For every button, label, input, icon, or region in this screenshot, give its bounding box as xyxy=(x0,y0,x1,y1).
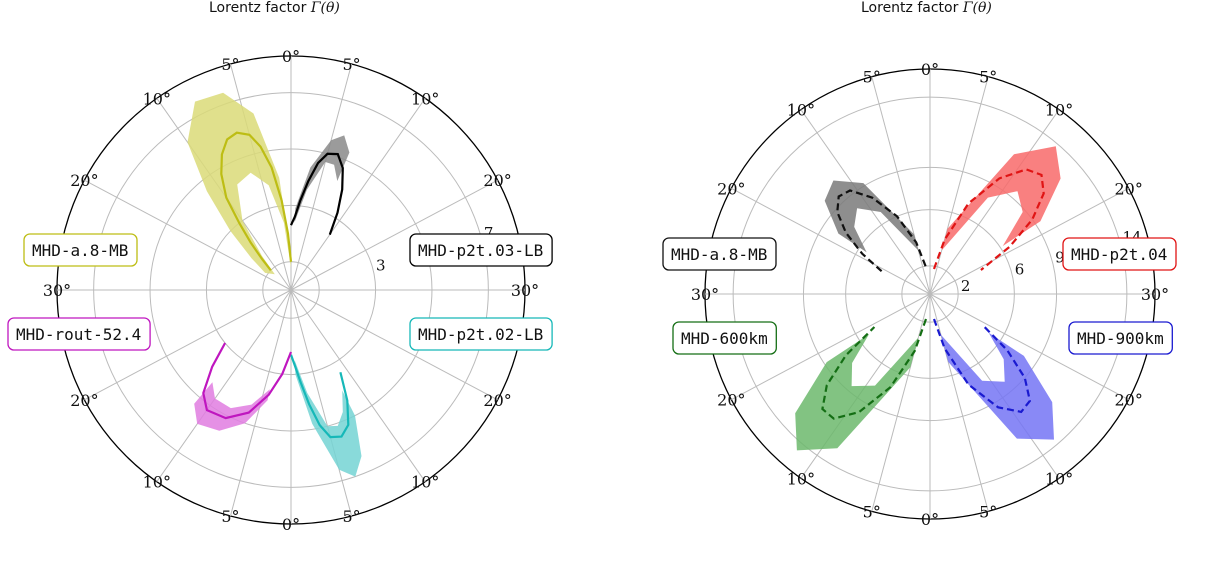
angle-tick-label: 5° xyxy=(342,55,360,74)
angle-tick-label: 5° xyxy=(863,502,881,521)
angular-spoke xyxy=(290,289,353,517)
right-title-text: Lorentz factor xyxy=(861,0,959,16)
angular-spoke xyxy=(290,289,498,401)
right-chart-title: Lorentz factor Γ(θ) xyxy=(861,0,992,16)
angle-tick-label: 30° xyxy=(1141,285,1169,304)
series-band-mhd-900km xyxy=(940,332,1054,440)
angle-tick-label: 20° xyxy=(483,391,511,410)
angle-tick-label: 5° xyxy=(979,68,997,87)
legend-box xyxy=(672,321,777,355)
legend-box xyxy=(409,317,553,351)
angle-tick-label: 20° xyxy=(70,171,98,190)
angular-spoke xyxy=(290,179,498,291)
angle-tick-label: 20° xyxy=(717,391,745,410)
angle-tick-label: 10° xyxy=(787,469,815,488)
angle-tick-label: 5° xyxy=(221,55,239,74)
legend-label: MHD-a.8-MB xyxy=(671,245,767,264)
angle-tick-label: 10° xyxy=(143,89,171,108)
angle-tick-label: 20° xyxy=(717,179,745,198)
series-line-mhd-a-8-mb xyxy=(836,189,927,273)
series-band-mhd-p2t-03-lb xyxy=(294,135,350,223)
angle-tick-label: 10° xyxy=(1045,469,1073,488)
series-line-mhd-p2t-04 xyxy=(932,168,1045,271)
angle-tick-label: 0° xyxy=(921,60,939,79)
angle-tick-label: 10° xyxy=(411,89,439,108)
angle-tick-label: 20° xyxy=(1114,179,1142,198)
angular-spoke xyxy=(84,289,292,401)
angular-spoke xyxy=(290,63,353,291)
angular-spoke xyxy=(871,76,931,295)
angular-spoke xyxy=(290,98,426,291)
radial-tick-label: 2 xyxy=(961,277,971,295)
series-line-mhd-p2t-03-lb xyxy=(289,152,344,235)
radial-tick-label: 3 xyxy=(376,257,386,275)
left-polar-svg: 0° 5° 10° 20° 30° 5° 10° 20° 30° 0° 5° 10° 20° 5° 10° 2… xyxy=(7,47,553,534)
angle-tick-label: 10° xyxy=(411,473,439,492)
series-line-mhd-600km xyxy=(821,318,928,420)
angle-tick-label: 0° xyxy=(282,515,300,534)
angular-spoke xyxy=(929,109,1060,295)
series-band-mhd-600km xyxy=(795,334,919,451)
angular-spoke xyxy=(156,289,292,482)
left-polar-chart: 0° 5° 10° 20° 30° 5° 10° 20° 30° 0° 5° 10° 20° 5° 10° 2… xyxy=(0,0,603,560)
series-band-mhd-p2t-02-lb xyxy=(294,360,362,477)
angular-spoke xyxy=(929,76,989,295)
angle-tick-label: 5° xyxy=(979,502,997,521)
angle-tick-label: 20° xyxy=(483,171,511,190)
angle-tick-label: 10° xyxy=(1045,101,1073,120)
angle-tick-label: 30° xyxy=(43,281,71,300)
left-title-symbol: Γ(θ) xyxy=(310,0,340,16)
angle-tick-label: 5° xyxy=(863,68,881,87)
series-band-mhd-rout-52-4 xyxy=(194,382,270,431)
angle-tick-label: 0° xyxy=(921,510,939,529)
radial-tick-label: 6 xyxy=(1015,261,1025,279)
series-line-mhd-900km xyxy=(932,318,1032,414)
left-title-text: Lorentz factor xyxy=(209,0,307,16)
angular-spoke xyxy=(871,293,931,512)
legend-label: MHD-rout-52.4 xyxy=(16,325,141,344)
angular-spoke xyxy=(731,187,931,295)
right-polar-chart: 0° 5° 10° 20° 30° 5° 10° 20° 30° 0° 5° 10° 20° 5° 10° 2… xyxy=(603,0,1206,560)
left-chart-title: Lorentz factor Γ(θ) xyxy=(209,0,340,16)
legend-box xyxy=(662,237,777,271)
angle-tick-label: 30° xyxy=(691,285,719,304)
legend-box xyxy=(1068,321,1173,355)
legend-label: MHD-p2t.04 xyxy=(1071,245,1167,264)
angular-spoke xyxy=(929,187,1129,295)
angle-tick-label: 10° xyxy=(787,101,815,120)
legend-box xyxy=(409,233,553,267)
angle-tick-label: 30° xyxy=(511,281,539,300)
angular-spoke xyxy=(731,293,931,401)
angle-tick-label: 20° xyxy=(70,391,98,410)
angular-spoke xyxy=(929,293,989,512)
legend-label: MHD-p2t.03-LB xyxy=(418,241,543,260)
legend-label: MHD-900km xyxy=(1077,329,1164,348)
radial-tick-label: 7 xyxy=(484,224,494,242)
legend-box xyxy=(1062,237,1177,271)
angle-tick-label: 20° xyxy=(1114,391,1142,410)
angular-spoke xyxy=(290,289,426,482)
angular-spoke xyxy=(929,293,1129,401)
angle-tick-label: 0° xyxy=(282,47,300,66)
angle-tick-label: 5° xyxy=(221,507,239,526)
angle-tick-label: 10° xyxy=(143,473,171,492)
legend-label: MHD-a.8-MB xyxy=(32,241,128,260)
angle-tick-label: 5° xyxy=(342,507,360,526)
legend-label: MHD-600km xyxy=(681,329,768,348)
legend-box xyxy=(7,317,151,351)
series-band-mhd-a-8-mb xyxy=(187,92,291,275)
right-title-symbol: Γ(θ) xyxy=(962,0,992,16)
radial-tick-label: 9 xyxy=(1055,248,1065,266)
series-line-mhd-a-8-mb xyxy=(220,131,293,271)
legend-box xyxy=(23,233,138,267)
series-band-mhd-p2t-04 xyxy=(941,146,1061,251)
series-line-mhd-p2t-02-lb xyxy=(289,354,350,439)
right-polar-svg: 0° 5° 10° 20° 30° 5° 10° 20° 30° 0° 5° 10° 20° 5° 10° 2… xyxy=(662,60,1177,529)
angular-spoke xyxy=(84,179,292,291)
series-line-mhd-rout-52-4 xyxy=(202,342,293,420)
legend-label: MHD-p2t.02-LB xyxy=(418,325,543,344)
